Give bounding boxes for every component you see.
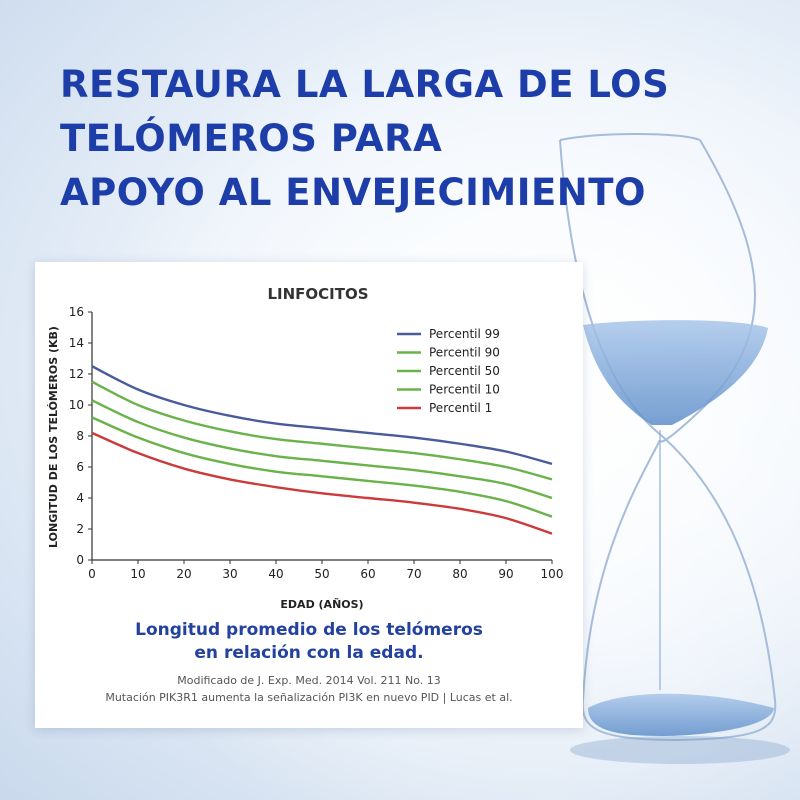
hourglass-upper-sand [583,320,768,425]
series-line-percentil-1 [91,431,553,535]
series-line-percentil-90 [91,380,553,481]
x-tick-label: 30 [222,567,237,581]
x-tick-label: 40 [268,567,283,581]
y-tick-label: 4 [76,491,84,505]
series-line-percentil-50 [91,399,553,500]
legend-label: Percentil 1 [429,401,492,415]
legend-label: Percentil 99 [429,327,500,341]
x-tick-label: 60 [360,567,375,581]
y-tick-label: 16 [69,305,84,319]
chart-title: LINFOCITOS [267,285,368,303]
telomere-chart: LINFOCITOS 0 10 20 30 40 50 60 70 80 90 100 0 2 4 6 8 10… [47,285,564,611]
x-axis-label: EDAD (AÑOS) [280,598,363,611]
series-line-percentil-10 [91,416,553,518]
x-tick-label: 20 [176,567,191,581]
headline-line-1: RESTAURA LA LARGA DE LOS [60,63,670,106]
legend-label: Percentil 90 [429,346,500,360]
legend-label: Percentil 50 [429,364,500,378]
x-tick-label: 50 [314,567,329,581]
caption-line-2: en relación con la edad. [194,643,424,663]
y-axis-label: LONGITUD DE LOS TELÓMEROS (KB) [47,326,60,548]
x-tick-label: 70 [406,567,421,581]
y-tick-label: 0 [76,553,84,567]
y-tick-label: 8 [76,429,84,443]
x-tick-label: 100 [541,567,564,581]
chart-caption: Longitud promedio de los telómeros en re… [35,619,583,665]
source-citation: Modificado de J. Exp. Med. 2014 Vol. 211… [35,672,583,706]
headline: RESTAURA LA LARGA DE LOS TELÓMEROS PARA … [60,58,760,220]
chart-series [91,365,553,535]
y-tick-label: 12 [69,367,84,381]
hourglass-lower-sand [588,693,774,736]
chart-axes: 0 10 20 30 40 50 60 70 80 90 100 0 2 4 6 8 10 12 14 16 [69,305,564,581]
y-tick-label: 14 [69,336,84,350]
legend-label: Percentil 10 [429,383,500,397]
x-tick-label: 10 [130,567,145,581]
y-tick-label: 2 [76,522,84,536]
chart-card: LINFOCITOS 0 10 20 30 40 50 60 70 80 90 100 0 2 4 6 8 10… [35,262,583,728]
y-tick-label: 6 [76,460,84,474]
headline-line-3: APOYO AL ENVEJECIMIENTO [60,171,646,214]
caption-line-1: Longitud promedio de los telómeros [135,620,483,640]
source-line-2: Mutación PIK3R1 aumenta la señalización … [105,691,513,704]
series-line-percentil-99 [91,365,553,466]
x-tick-label: 80 [452,567,467,581]
chart-legend: Percentil 99 Percentil 90 Percentil 50 Perc… [397,327,500,415]
hourglass-base-shadow [570,736,790,764]
x-tick-label: 90 [498,567,513,581]
headline-line-2: TELÓMEROS PARA [60,117,443,160]
x-tick-label: 0 [88,567,96,581]
y-tick-label: 10 [69,398,84,412]
source-line-1: Modificado de J. Exp. Med. 2014 Vol. 211… [177,674,441,687]
